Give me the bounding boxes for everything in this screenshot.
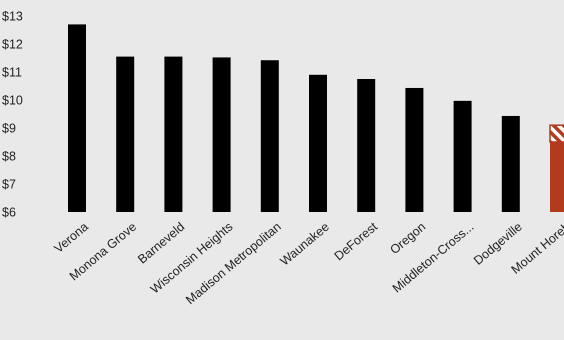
bar-highlight-hatched-segment	[549, 124, 564, 143]
x-category-label: Verona	[52, 220, 91, 256]
bar	[405, 87, 424, 212]
bar	[453, 100, 472, 212]
bar	[68, 24, 86, 213]
y-tick-label: $11	[2, 66, 22, 80]
x-category-label: Madison Metropolitan	[183, 220, 284, 308]
bar	[164, 56, 183, 212]
x-category-label: Middleton-Cross...	[390, 220, 477, 296]
bar	[309, 74, 327, 212]
y-tick-label: $9	[2, 122, 16, 136]
y-tick-label: $7	[2, 178, 16, 192]
bar	[357, 79, 376, 212]
y-tick-label: $10	[2, 94, 23, 108]
y-tick-label: $13	[2, 10, 23, 24]
y-tick-label: $8	[2, 150, 16, 164]
x-category-label: Wisconsin Heights	[148, 220, 236, 297]
bar-highlight	[550, 142, 564, 212]
y-tick-label: $6	[2, 206, 16, 220]
x-category-label: DeForest	[332, 219, 381, 263]
y-axis: $6 $7 $8 $9 $10 $11 $12 $13	[2, 10, 23, 220]
bar	[116, 56, 135, 212]
x-category-label: Waunakee	[278, 220, 332, 269]
x-category-label: Oregon	[387, 220, 428, 258]
bars	[68, 24, 564, 213]
bar	[260, 60, 279, 212]
y-tick-label: $12	[2, 38, 23, 52]
bar	[501, 115, 520, 212]
bar	[212, 57, 231, 212]
